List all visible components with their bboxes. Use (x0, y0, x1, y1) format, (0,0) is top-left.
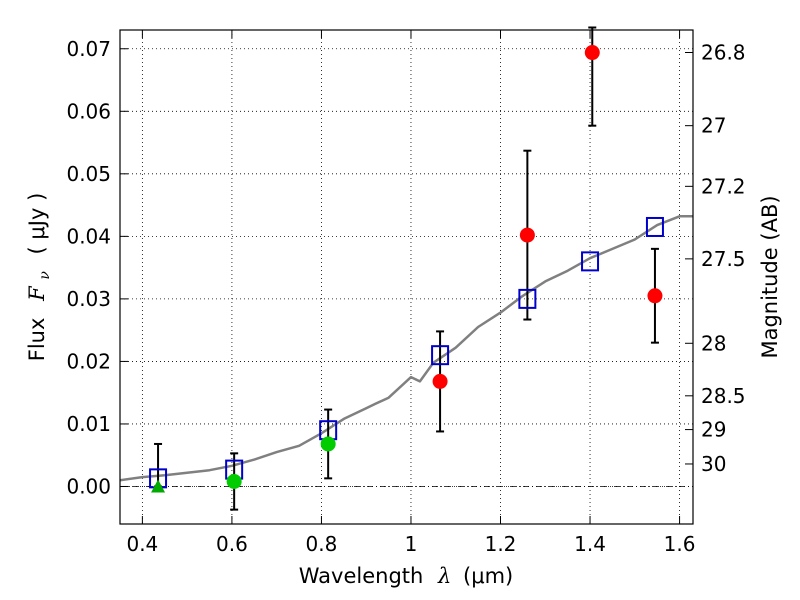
y-tick-label: 0.06 (66, 99, 111, 123)
y-tick-label: 0.00 (66, 474, 111, 498)
y-axis-title-unit: ( μJy ) (25, 193, 49, 255)
right-tick-label: 26.8 (701, 41, 746, 65)
y-tick-label: 0.05 (66, 162, 111, 186)
y-tick-label: 0.07 (66, 37, 111, 61)
model-square-marker (431, 345, 450, 366)
plot-frame (119, 29, 694, 525)
y-tick-label: 0.02 (66, 349, 111, 373)
right-tick-label: 28 (701, 331, 726, 355)
x-axis-ticks: 0.4 0.6 0.8 1 1.2 1.4 1.6 (126, 30, 695, 556)
y-tick-label: 0.01 (66, 412, 111, 436)
observed-circle-marker (647, 288, 663, 304)
x-tick-label: 1 (405, 532, 418, 556)
right-tick-label: 28.5 (701, 384, 746, 408)
x-tick-label: 1.6 (664, 532, 696, 556)
right-axis-ticks: 26.8 27 27.2 27.5 28 28.5 29 30 (685, 41, 746, 476)
y-axis-title-prefix: Flux (25, 318, 49, 362)
model-square-marker (645, 216, 664, 237)
data-markers (149, 45, 664, 493)
x-tick-label: 0.4 (126, 532, 158, 556)
sed-model-line (120, 215, 693, 482)
y-axis-title-subscript: ν (37, 271, 53, 280)
x-tick-label: 0.6 (216, 532, 248, 556)
right-tick-label: 27.2 (701, 174, 746, 198)
grid-lines (120, 30, 693, 524)
right-tick-label: 27 (701, 114, 726, 138)
right-tick-label: 30 (701, 452, 726, 476)
y-axis-title: Flux F ν ( μJy ) (25, 193, 54, 362)
observed-circle-marker (519, 227, 535, 243)
x-tick-label: 1.4 (574, 532, 606, 556)
x-axis-title-symbol: λ (437, 564, 451, 588)
x-axis-title-prefix: Wavelength (299, 564, 424, 588)
right-tick-label: 29 (701, 418, 726, 442)
y-axis-title-symbol: F (25, 285, 49, 302)
model-square-marker (581, 251, 600, 272)
observed-circle-marker (432, 373, 448, 389)
x-tick-label: 1.2 (485, 532, 517, 556)
x-axis-title-unit: (μm) (463, 564, 513, 588)
observed-circle-marker (226, 473, 242, 489)
y-axis-ticks: 0.00 0.01 0.02 0.03 0.04 0.05 0.06 0.07 (66, 37, 128, 498)
observed-circle-marker (320, 436, 336, 452)
y-tick-label: 0.03 (66, 287, 111, 311)
right-axis-title: Magnitude (AB) (758, 195, 782, 358)
observed-circle-marker (584, 45, 600, 61)
y-tick-label: 0.04 (66, 224, 111, 248)
plot-area (120, 215, 693, 482)
x-axis-title: Wavelength λ (μm) (299, 564, 513, 588)
upper-limit-triangle-marker (151, 479, 166, 493)
x-tick-label: 0.8 (306, 532, 338, 556)
error-bars (154, 26, 659, 511)
model-square-marker (518, 288, 537, 309)
right-tick-label: 27.5 (701, 247, 746, 271)
